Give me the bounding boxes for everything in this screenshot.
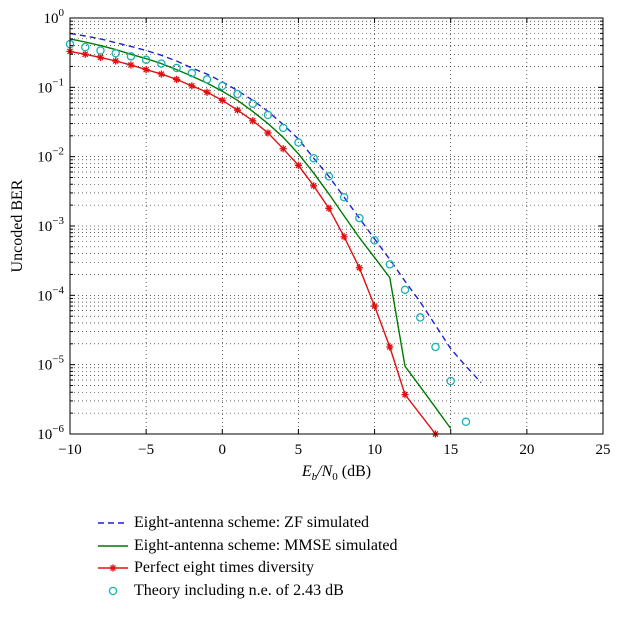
y-tick-label: 10−5: [37, 354, 64, 374]
data-point-star: [188, 82, 196, 90]
data-point-star: [127, 61, 135, 69]
data-point-circle: [309, 153, 318, 163]
data-point-circle: [400, 285, 410, 295]
x-tick-label: −5: [138, 442, 154, 458]
legend-label: Perfect eight times diversity: [134, 559, 314, 577]
data-point-star: [370, 302, 379, 310]
y-axis-title: Uncoded BER: [9, 179, 26, 272]
data-point-circle: [263, 110, 273, 120]
data-point-star: [386, 343, 394, 351]
x-tick-label: 25: [596, 442, 611, 458]
y-tick-label: 10−4: [37, 284, 64, 304]
data-point-circle: [157, 59, 166, 68]
data-point-star: [310, 182, 318, 190]
data-point-circle: [416, 313, 425, 322]
y-tick-label: 10−2: [37, 146, 64, 166]
data-point-star: [264, 129, 272, 137]
y-tick-label: 10−3: [37, 215, 64, 235]
data-point-circle: [233, 89, 242, 99]
data-point-circle: [339, 192, 349, 202]
data-point-star: [142, 66, 150, 74]
series-line: [69, 32, 482, 384]
data-point-circle: [278, 123, 288, 133]
x-tick-label: 10: [367, 442, 382, 458]
series-line: [69, 38, 452, 429]
series-layer: [65, 32, 482, 438]
series-line: [69, 50, 437, 435]
data-point-circle: [324, 172, 334, 181]
x-tick-label: 0: [219, 442, 227, 458]
x-axis-title-unit: (dB): [338, 463, 371, 480]
legend-label: Eight-antenna scheme: MMSE simulated: [134, 536, 398, 554]
data-point-star: [218, 96, 226, 104]
grid: [70, 18, 603, 434]
legend-swatch: [98, 522, 128, 524]
data-point-circle: [248, 99, 257, 108]
legend-label: Theory including n.e. of 2.43 dB: [134, 581, 344, 599]
data-point-circle: [446, 376, 455, 386]
data-point-circle: [96, 46, 105, 55]
data-point-circle: [461, 417, 471, 427]
series-3: [66, 47, 440, 438]
legend-entry: Eight-antenna scheme: ZF simulated: [96, 512, 398, 535]
series-4: [65, 39, 471, 427]
x-axis-title-mid: /N: [316, 463, 333, 480]
data-point-star: [157, 70, 165, 78]
data-point-star: [249, 117, 257, 125]
data-point-circle: [294, 138, 303, 147]
data-point-circle: [355, 213, 364, 223]
x-tick-label: 15: [443, 442, 458, 458]
data-point-star: [112, 57, 120, 65]
data-point-circle: [187, 68, 197, 78]
series-2: [69, 38, 452, 429]
y-tick-label: 100: [44, 7, 65, 27]
legend-label: Eight-antenna scheme: ZF simulated: [134, 514, 370, 532]
x-axis-title-base: E: [301, 463, 312, 480]
x-axis-title-base-sub: b: [312, 471, 318, 483]
data-point-star: [203, 88, 211, 96]
legend-swatch: [98, 564, 128, 572]
data-point-circle: [126, 52, 136, 61]
data-point-circle: [385, 260, 395, 269]
plot-frame: [69, 17, 604, 435]
data-point-star: [173, 75, 181, 84]
data-point-circle: [141, 55, 151, 64]
data-point-circle: [172, 63, 181, 73]
legend: Eight-antenna scheme: ZF simulated Eight-…: [96, 512, 398, 602]
data-point-star: [279, 145, 287, 153]
data-point-star: [355, 264, 363, 272]
legend-entry: Eight-antenna scheme: MMSE simulated: [96, 535, 398, 558]
data-point-star: [340, 233, 348, 241]
data-point-star: [401, 391, 409, 399]
data-point-circle: [202, 75, 212, 84]
data-point-circle: [431, 342, 440, 352]
data-point-circle: [370, 236, 379, 245]
tick-layer: −10 −5 0 5 10 15 20 25 100 10−1 10−2 10−3 10−4 10−5 10…: [37, 7, 610, 458]
data-point-star: [233, 106, 242, 114]
legend-entry: Perfect eight times diversity: [96, 557, 398, 580]
legend-marker: [109, 564, 117, 572]
x-axis-title-mid-sub: 0: [332, 471, 338, 483]
data-point-star: [81, 50, 89, 58]
data-point-star: [96, 53, 105, 62]
x-axis-title: Eb/N0 (dB): [301, 463, 371, 483]
legend-swatch: [98, 545, 128, 547]
data-point-circle: [111, 49, 120, 58]
legend-swatch: [108, 586, 118, 595]
data-point-circle: [80, 42, 90, 52]
x-tick-label: −10: [58, 442, 81, 458]
data-point-circle: [218, 81, 227, 91]
data-point-star: [294, 161, 303, 169]
x-tick-label: 5: [295, 442, 303, 458]
y-tick-label: 10−1: [37, 76, 64, 96]
legend-marker: [108, 586, 118, 595]
data-point-star: [325, 204, 333, 212]
x-tick-label: 20: [519, 442, 534, 458]
series-1: [69, 32, 482, 384]
y-tick-label: 10−6: [37, 423, 64, 443]
legend-entry: Theory including n.e. of 2.43 dB: [96, 580, 398, 603]
